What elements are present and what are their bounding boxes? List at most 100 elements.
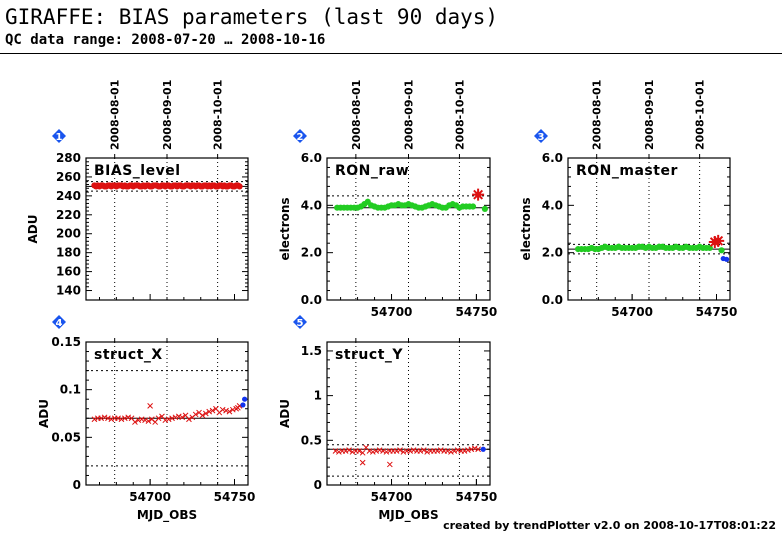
data-point [475,191,482,198]
data-point [332,448,339,454]
series-ron_master_latest [720,255,730,262]
data-point [169,415,175,422]
y-tick-label: 180 [56,246,81,260]
panel-badge-icon: 5 [293,315,307,329]
data-point [155,415,162,422]
page-subtitle: QC data range: 2008-07-20 … 2008-10-16 [5,32,326,48]
y-tick-label: 200 [56,227,81,241]
y-tick-label: 2.0 [301,246,322,260]
chart-title: RON_master [576,163,678,179]
data-point [468,446,475,453]
badge-diamond [293,129,307,143]
badge-number: 5 [297,318,304,329]
data-point [366,448,373,454]
data-point [199,412,206,419]
y-tick-label: 4.0 [301,198,322,212]
data-point [376,447,383,453]
badge-diamond [534,129,548,143]
chart-panel-2: 2008-08-01 2008-09-01 2008-10-01 0.0 2.0 4.0 6… [278,80,497,319]
date-tick-label: 2008-10-01 [694,80,707,150]
x-tick-label: 54750 [214,490,256,504]
y-axis-label: electrons [519,197,533,260]
x-tick-label: 54700 [371,490,413,504]
chart-title: RON_raw [335,163,409,179]
data-point [407,448,414,454]
data-point [145,418,152,424]
data-point [359,449,366,456]
chart-panel-1: 2008-08-01 2008-09-01 2008-10-01 140 160 180 2… [26,80,249,301]
x-tick-label: 54700 [129,490,171,504]
date-tick-label: 2008-10-01 [453,80,466,150]
y-tick-label: 140 [56,284,81,298]
plot-frame [326,341,491,486]
y-tick-label: 160 [56,265,81,279]
data-point [147,403,153,409]
data-point [724,256,730,262]
data-point [162,417,169,424]
y-tick-label: 220 [56,208,81,222]
data-point [410,447,417,453]
series-ron_master [575,243,725,254]
chart-title: struct_X [94,347,163,363]
data-point [226,408,233,415]
date-tick-label: 2008-09-01 [161,80,174,150]
data-point [718,247,725,254]
data-point [342,448,349,454]
y-tick-label: 4.0 [542,198,563,212]
data-point [461,448,468,454]
page-title: GIRAFFE: BIAS parameters (last 90 days) [5,5,499,29]
x-tick-label: 54700 [611,305,653,319]
data-point [236,183,243,190]
data-point [125,414,132,421]
y-tick-label: 0.15 [51,335,81,349]
y-tick-label: 0.0 [542,293,563,307]
data-point [383,449,390,455]
data-point [121,415,128,422]
x-tick-label: 54750 [456,490,498,504]
chart-panel-4: 0 0.05 0.1 0.15 54700 54750 struct_X ADU MJD_OBS… [37,315,255,523]
data-point [437,447,444,453]
chart-panel-3: 2008-08-01 2008-09-01 2008-10-01 0.0 2.0 4.0 6… [519,80,737,319]
data-point [471,445,478,452]
y-tick-label: 2.0 [542,246,563,260]
data-point [380,448,386,454]
data-point [369,449,376,455]
data-point [424,449,431,455]
y-tick-label: 0 [314,478,322,492]
y-tick-label: 1.5 [301,344,322,358]
y-tick-label: 6.0 [301,151,322,165]
data-point [101,414,108,421]
data-point [202,410,209,417]
x-tick-label: 54750 [456,305,498,319]
chart-panel-5: 0 0.5 1 1.5 54700 54750 struct_Y ADU MJD_OBS 5 [278,315,497,523]
footer-credit: created by trendPlotter v2.0 on 2008-10-… [443,519,776,532]
chart-title: struct_Y [335,347,403,363]
date-tick-label: 2008-08-01 [591,80,604,150]
data-point [115,415,121,422]
series-struct_x [91,403,243,425]
panel-badge-icon: 3 [534,129,548,143]
x-axis-label: MJD_OBS [378,508,438,523]
y-tick-label: 260 [56,170,81,184]
data-point [223,407,229,414]
date-tick-label: 2008-09-01 [643,80,656,150]
data-point [118,416,125,423]
series-bias [91,182,243,190]
data-point [165,416,172,423]
data-point [480,446,486,452]
panel-badge-icon: 1 [52,129,66,143]
data-point [373,448,380,454]
y-axis-label: ADU [26,215,40,244]
data-point [393,448,400,454]
panel-badge-icon: 2 [293,129,307,143]
y-tick-label: 280 [56,151,81,165]
data-point [444,448,451,454]
x-tick-label: 54700 [371,305,413,319]
data-point [105,415,111,422]
series-ron_raw [334,198,489,212]
plot-frame [85,341,249,486]
data-point [186,416,192,423]
data-point [172,414,179,421]
data-point [356,448,363,454]
